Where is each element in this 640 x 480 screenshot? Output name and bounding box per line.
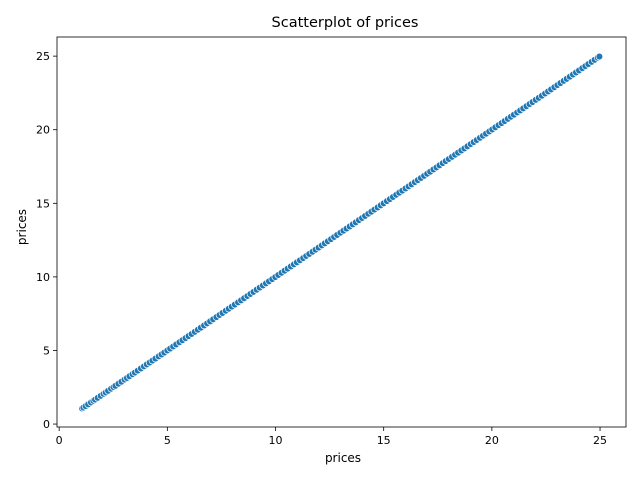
y-tick-label: 25	[36, 50, 50, 63]
x-axis-label: prices	[325, 451, 361, 465]
y-tick-label: 10	[36, 271, 50, 284]
axis-ticks: 0 5 10 15 20 25 0 5 10 15 20 25	[36, 50, 607, 447]
x-tick-label: 10	[269, 434, 283, 447]
chart-title: Scatterplot of prices	[272, 15, 419, 31]
x-tick-label: 20	[485, 434, 499, 447]
y-axis-label: prices	[15, 209, 29, 245]
y-tick-label: 0	[43, 418, 50, 431]
data-point	[595, 52, 604, 61]
y-tick-label: 15	[36, 197, 50, 210]
x-tick-label: 5	[164, 434, 171, 447]
x-tick-label: 25	[593, 434, 607, 447]
x-tick-label: 0	[56, 434, 63, 447]
y-tick-label: 20	[36, 124, 50, 137]
data-points	[78, 52, 604, 413]
x-tick-label: 15	[377, 434, 391, 447]
y-tick-label: 5	[43, 344, 50, 357]
plot-area-frame	[56, 36, 627, 428]
